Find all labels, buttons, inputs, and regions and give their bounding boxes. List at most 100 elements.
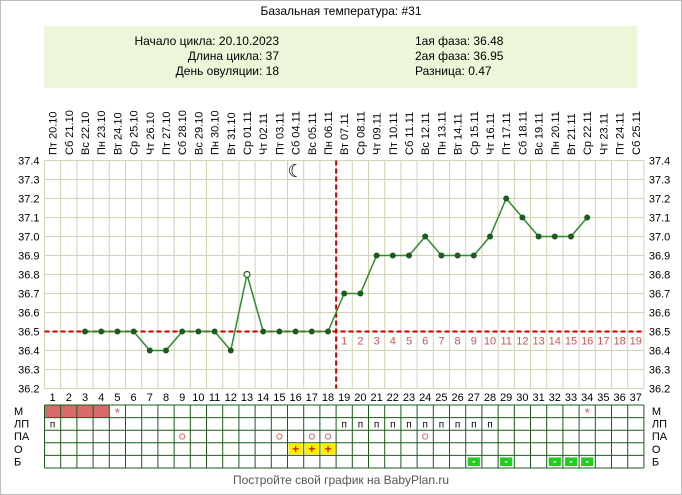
- data-point: [389, 252, 396, 259]
- data-point: [535, 233, 542, 240]
- pregnancy-test-cell: [564, 457, 578, 466]
- row-label-right: М: [652, 406, 661, 418]
- day-number: 23: [403, 392, 415, 404]
- series-segment: [408, 236, 426, 256]
- minus-mark: -: [505, 457, 508, 468]
- data-point: [503, 195, 510, 202]
- footer-link[interactable]: Постройте свой график на BabyPlan.ru: [232, 473, 450, 487]
- ovulation-day: День овуляции: 18: [175, 64, 279, 78]
- row-label-left: Б: [14, 456, 21, 468]
- series-segment: [489, 198, 507, 237]
- cycle-length: Длина цикла: 37: [187, 49, 279, 63]
- series-segment: [505, 198, 523, 218]
- day-number: 1: [50, 392, 56, 404]
- data-point: [406, 252, 412, 259]
- post-ovulation-day-number: 7: [438, 336, 444, 348]
- date-label: Пт 27.10: [161, 111, 173, 155]
- date-label: Вс 19.11: [534, 112, 546, 155]
- data-point: [163, 347, 169, 354]
- series-segment: [424, 236, 442, 256]
- date-label: Вт 24.10: [112, 112, 124, 155]
- date-label: Вс 05.11: [307, 112, 319, 155]
- minus-mark: -: [586, 457, 589, 468]
- discharge-mark: п: [455, 419, 460, 430]
- pa-circle-mark: [422, 433, 429, 440]
- post-ovulation-day-number: 19: [630, 336, 642, 348]
- y-tick-label-left: 37.4: [18, 156, 39, 168]
- day-number: 8: [163, 392, 169, 404]
- post-ovulation-day-number: 15: [565, 336, 577, 348]
- date-label: Чт 26.10: [145, 112, 157, 155]
- ovulation-test-cell: [288, 443, 303, 455]
- discharge-mark: п: [471, 419, 476, 430]
- discharge-mark: п: [487, 419, 492, 430]
- pa-circle-mark: [308, 433, 315, 440]
- day-number: 34: [581, 392, 593, 404]
- y-tick-label-right: 36.5: [649, 327, 670, 339]
- minus-mark: -: [472, 457, 475, 468]
- series-segment: [246, 274, 264, 332]
- day-number: 3: [82, 392, 88, 404]
- row-label-left: ПА: [14, 431, 30, 443]
- data-point: [146, 347, 153, 354]
- series-segment: [214, 331, 232, 351]
- menses-cell: [60, 405, 77, 418]
- day-number: 18: [322, 392, 334, 404]
- data-point: [584, 214, 591, 221]
- y-tick-label-left: 36.6: [18, 308, 39, 320]
- post-ovulation-day-number: 2: [357, 336, 363, 348]
- star-mark: *: [115, 404, 121, 420]
- date-label: Ср 08.11: [355, 111, 367, 155]
- data-point: [179, 328, 186, 335]
- row-label-right: ЛП: [652, 419, 667, 431]
- phase1-average: 1ая фаза: 36.48: [415, 34, 504, 48]
- date-label: Ср 01.11: [242, 111, 254, 155]
- y-tick-label-right: 37.4: [649, 156, 670, 168]
- y-tick-label-left: 37.1: [18, 213, 39, 225]
- date-label: Пт 17.11: [501, 112, 513, 155]
- data-point: [130, 328, 137, 335]
- date-label: Вс 12.11: [420, 112, 432, 155]
- y-tick-label-left: 36.5: [18, 327, 39, 339]
- y-tick-label-right: 36.2: [649, 384, 670, 396]
- data-point: [260, 328, 267, 335]
- date-label: Вс 22.10: [80, 112, 92, 155]
- y-tick-label-right: 37.0: [649, 232, 670, 244]
- day-number: 6: [131, 392, 137, 404]
- series-segment: [521, 217, 540, 237]
- series-segment: [133, 331, 151, 351]
- data-point: [276, 328, 283, 335]
- y-tick-label-left: 36.4: [18, 346, 39, 358]
- pregnancy-test-cell: [548, 457, 561, 466]
- day-number: 36: [613, 392, 625, 404]
- day-number: 22: [387, 392, 399, 404]
- day-number: 11: [209, 392, 220, 404]
- date-label: Сб 25.11: [631, 111, 643, 155]
- data-point: [470, 252, 477, 259]
- date-label: Пт 20.10: [48, 111, 60, 155]
- date-label: Пн 23.10: [96, 110, 108, 155]
- data-point: [114, 328, 121, 335]
- day-number: 25: [435, 392, 447, 404]
- date-label: Пн 06.11: [323, 111, 335, 155]
- day-number: 28: [484, 392, 496, 404]
- day-number: 4: [98, 392, 104, 404]
- day-number: 24: [419, 392, 431, 404]
- day-number: 16: [289, 392, 301, 404]
- date-label: Чт 23.11: [598, 113, 610, 155]
- series-segment: [473, 236, 491, 256]
- day-number: 19: [338, 392, 350, 404]
- temperature-difference: Разница: 0.47: [415, 64, 492, 78]
- discharge-mark: п: [50, 419, 55, 430]
- pregnancy-test-cell: [467, 457, 480, 466]
- date-label: Сб 28.10: [177, 110, 189, 155]
- date-label: Ср 22.11: [582, 111, 594, 155]
- data-point: [292, 328, 299, 335]
- post-ovulation-day-number: 8: [455, 336, 461, 348]
- date-label: Сб 18.11: [517, 111, 529, 155]
- post-ovulation-day-number: 1: [341, 336, 347, 348]
- pa-circle-mark: [324, 433, 332, 440]
- post-ovulation-day-number: 11: [500, 336, 511, 348]
- date-label: Вт 14.11: [453, 113, 465, 155]
- data-point: [341, 290, 348, 297]
